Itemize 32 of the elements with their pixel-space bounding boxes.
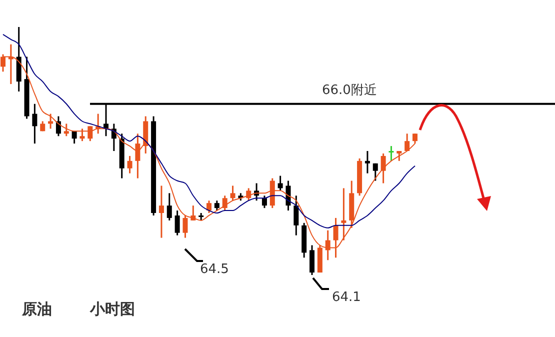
candlestick [80,128,85,142]
candlestick [388,145,394,162]
candlestick [278,175,283,192]
candlestick [88,125,93,142]
text: 小时图 [89,300,135,318]
candlestick [404,132,410,152]
candlestick [72,130,77,144]
candlestick [214,200,220,212]
candlestick [230,184,236,202]
candlestick [206,200,212,214]
ref-line-label: 66.0附近 [322,82,377,98]
candlestick [380,152,386,184]
candlestick [166,192,172,222]
candlestick [64,122,69,137]
candlestick [135,132,140,180]
candlestick [341,187,346,242]
candlestick [56,116,61,137]
candlestick [372,162,378,182]
text: 原油 [21,300,52,318]
candlestick [127,155,132,174]
candlestick [158,184,164,239]
candlestick [310,244,314,276]
candlestick [262,194,267,209]
candlestick [294,194,299,236]
annotation: 64.5 [200,262,229,277]
candlestick [32,103,38,144]
candlestick [396,150,402,162]
candlestick [182,214,188,239]
candlestick [48,113,54,130]
candlestick [364,150,370,174]
candlestick [174,210,180,236]
text: 64.1 [332,290,361,305]
